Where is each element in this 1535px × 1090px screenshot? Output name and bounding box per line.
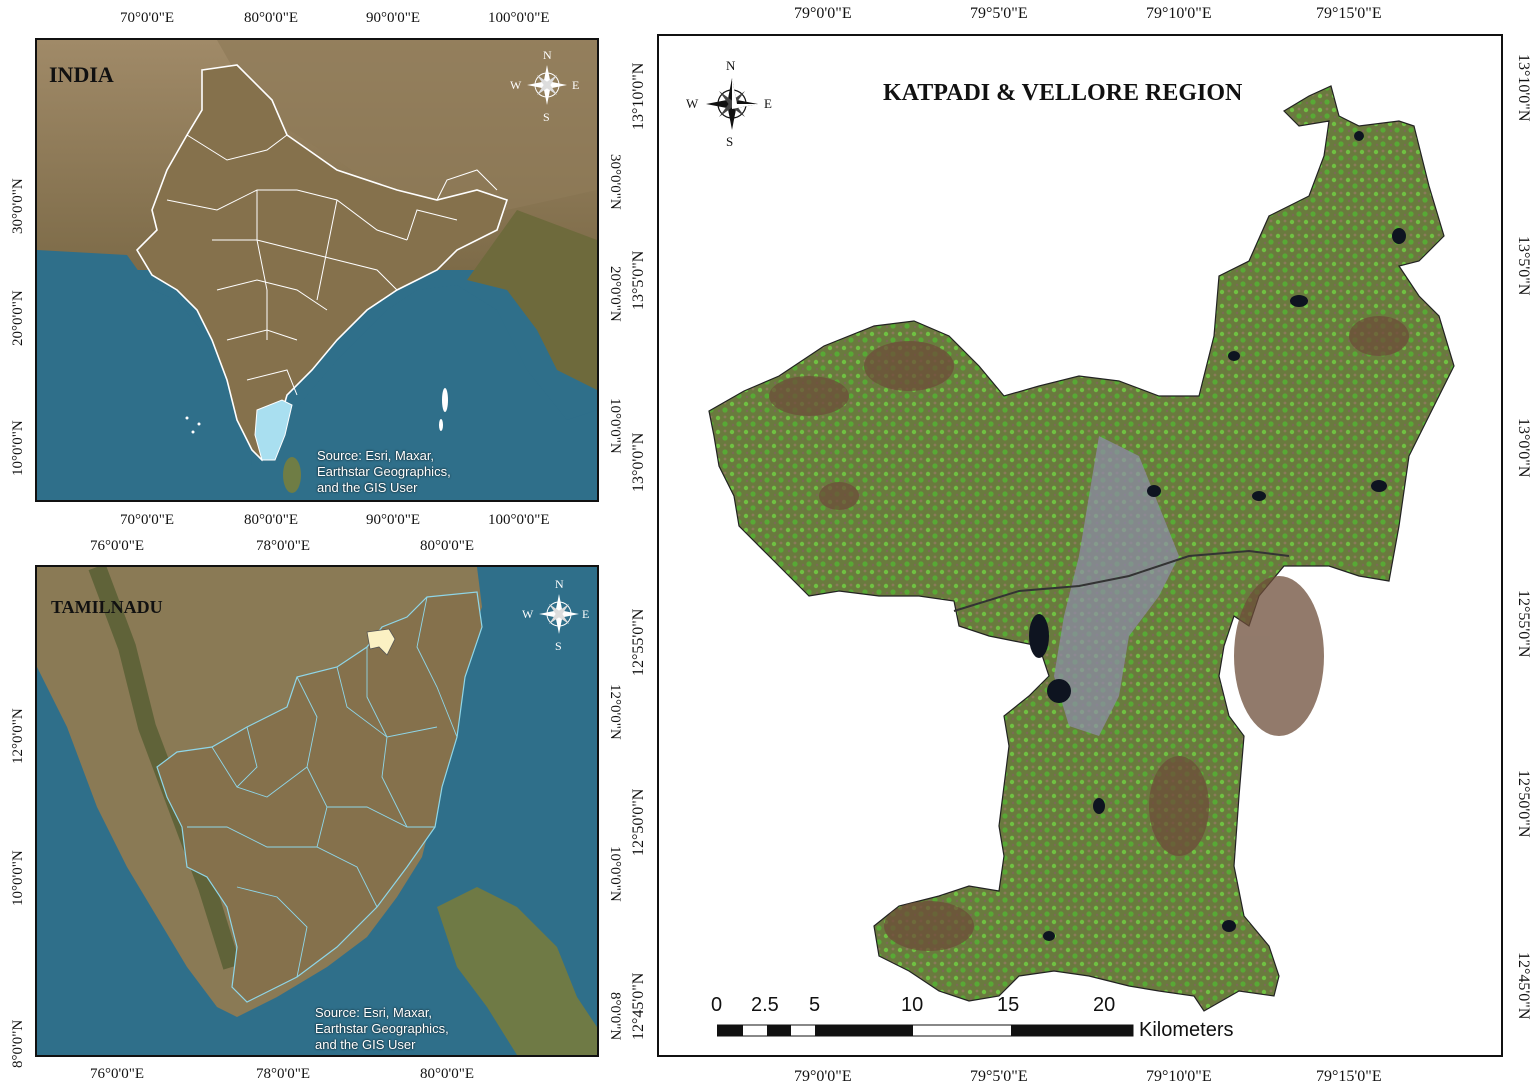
region-bottom-tick: 79°10'0"E [1146, 1068, 1212, 1085]
region-left-tick: 13°10'0"N [630, 62, 647, 130]
compass-rose-icon [706, 78, 758, 130]
region-left-tick: 13°0'0"N [630, 432, 647, 492]
tn-compass-e: E [582, 607, 590, 621]
region-compass-w: W [686, 96, 699, 111]
india-bottom-tick: 100°0'0"E [488, 512, 550, 528]
tamilnadu-map-image [37, 567, 597, 1055]
tn-bottom-tick: 76°0'0"E [90, 1066, 144, 1082]
india-top-tick: 90°0'0"E [366, 10, 420, 26]
india-source-line: and the GIS User [317, 480, 418, 495]
scale-label: 0 [711, 994, 723, 1016]
india-source-line: Earthstar Geographics, [317, 464, 451, 479]
region-left-tick: 13°5'0"N [630, 250, 647, 310]
region-top-tick: 79°5'0"E [970, 5, 1028, 22]
tn-left-tick: 12°0'0"N [10, 708, 26, 764]
india-map-title: INDIA [49, 62, 114, 87]
scale-label: 20 [1093, 994, 1116, 1016]
region-right-tick: 12°45'0"N [1515, 952, 1532, 1020]
scale-label: 5 [809, 994, 821, 1016]
tn-compass-n: N [555, 577, 564, 591]
region-right-tick: 12°50'0"N [1515, 770, 1532, 838]
region-right-tick: 13°0'0"N [1515, 418, 1532, 478]
scale-unit: Kilometers [1139, 1019, 1234, 1041]
region-top-tick: 79°0'0"E [794, 5, 852, 22]
region-right-tick: 12°55'0"N [1515, 590, 1532, 658]
river [953, 549, 1290, 612]
scale-label: 10 [901, 994, 924, 1016]
tn-left-tick: 8°0'0"N [10, 1019, 26, 1068]
india-compass: N S E W [510, 48, 579, 124]
india-bottom-tick: 70°0'0"E [120, 512, 174, 528]
region-map-frame: KATPADI & VELLORE REGION N S E W 0 2.5 5… [657, 34, 1503, 1057]
india-bottom-tick: 80°0'0"E [244, 512, 298, 528]
compass-rose-icon [539, 594, 579, 634]
region-bottom-tick: 79°0'0"E [794, 1068, 852, 1085]
india-state-boundaries [166, 134, 498, 396]
india-right-tick: 10°0'0"N [607, 398, 623, 454]
scale-label: 2.5 [751, 994, 779, 1016]
region-top-tick: 79°10'0"E [1146, 5, 1212, 22]
region-right-tick: 13°5'0"N [1515, 236, 1532, 296]
india-left-tick: 20°0'0"N [10, 290, 26, 346]
urban-area [1054, 436, 1179, 736]
india-compass-e: E [572, 78, 580, 92]
india-right-tick: 20°0'0"N [607, 266, 623, 322]
india-compass-w: W [510, 78, 522, 92]
india-source-line: Source: Esri, Maxar, [317, 448, 435, 463]
tamilnadu-map-title: TAMILNADU [51, 597, 163, 617]
region-left-tick: 12°55'0"N [630, 608, 647, 676]
india-top-tick: 80°0'0"E [244, 10, 298, 26]
tn-top-tick: 78°0'0"E [256, 538, 310, 554]
tn-left-tick: 10°0'0"N [10, 850, 26, 906]
tn-source-text: Source: Esri, Maxar, Earthstar Geographi… [315, 1005, 449, 1053]
region-map-image [708, 85, 1455, 1012]
tn-top-tick: 76°0'0"E [90, 538, 144, 554]
india-compass-n: N [543, 48, 552, 62]
andaman-islands [439, 388, 448, 431]
india-left-tick: 10°0'0"N [10, 420, 26, 476]
region-right-tick: 13°10'0"N [1515, 54, 1532, 122]
region-bottom-tick: 79°5'0"E [970, 1068, 1028, 1085]
region-compass-e: E [764, 96, 772, 111]
india-top-tick: 70°0'0"E [120, 10, 174, 26]
region-compass: N S E W [686, 58, 772, 149]
scale-bar: 0 2.5 5 10 15 20 Kilometers [711, 994, 1237, 1044]
tn-source-line: and the GIS User [315, 1037, 416, 1052]
tn-district-boundaries [187, 596, 458, 978]
india-bottom-tick: 90°0'0"E [366, 512, 420, 528]
region-compass-n: N [726, 58, 736, 73]
tn-bottom-tick: 78°0'0"E [256, 1066, 310, 1082]
india-map-image [37, 40, 597, 500]
region-compass-s: S [726, 134, 734, 149]
scale-label: 15 [997, 994, 1020, 1016]
india-compass-s: S [543, 110, 550, 124]
tn-compass: N S E W [522, 577, 589, 653]
region-bottom-tick: 79°15'0"E [1316, 1068, 1382, 1085]
tn-right-tick: 10°0'0"N [607, 846, 623, 902]
india-source-text: Source: Esri, Maxar, Earthstar Geographi… [317, 448, 451, 496]
region-map-title: KATPADI & VELLORE REGION [883, 80, 1243, 106]
tamilnadu-map-frame: TAMILNADU N S E W Source: Esri, Maxar, E… [35, 565, 599, 1057]
tn-top-tick: 80°0'0"E [420, 538, 474, 554]
lakshadweep-islands [185, 416, 201, 434]
tn-bottom-tick: 80°0'0"E [420, 1066, 474, 1082]
water-bodies [1029, 131, 1406, 941]
india-left-tick: 30°0'0"N [10, 178, 26, 234]
region-left-tick: 12°50'0"N [630, 788, 647, 856]
india-map-frame: INDIA N S E W Source: Esri, Maxar, Earth… [35, 38, 599, 502]
hills [769, 316, 1409, 951]
scale-bar-graphic [717, 1024, 1134, 1037]
india-right-tick: 30°0'0"N [607, 154, 623, 210]
region-top-tick: 79°15'0"E [1316, 5, 1382, 22]
tn-source-line: Earthstar Geographics, [315, 1021, 449, 1036]
tn-compass-w: W [522, 607, 534, 621]
tn-right-tick: 8°0'0"N [607, 992, 623, 1041]
tn-source-line: Source: Esri, Maxar, [315, 1005, 433, 1020]
tn-right-tick: 12°0'0"N [607, 684, 623, 740]
india-top-tick: 100°0'0"E [488, 10, 550, 26]
region-left-tick: 12°45'0"N [630, 972, 647, 1040]
tn-compass-s: S [555, 639, 562, 653]
compass-rose-icon [527, 65, 567, 105]
